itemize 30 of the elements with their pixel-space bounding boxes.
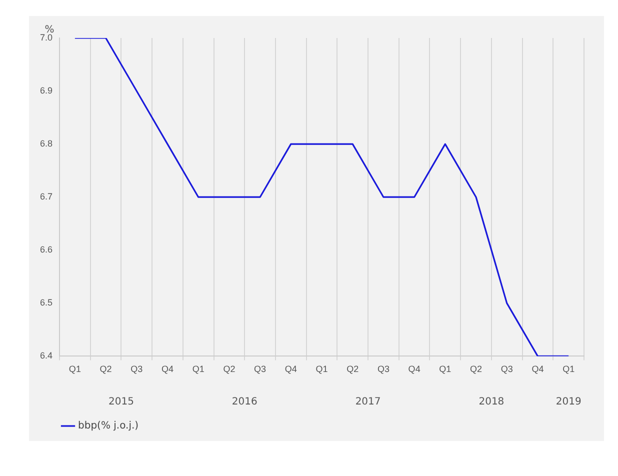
- x-tick-label: Q3: [500, 364, 513, 374]
- x-tick-label: Q1: [439, 364, 452, 374]
- y-tick-label: 6.9: [40, 86, 53, 96]
- y-tick-label: 6.4: [40, 350, 53, 361]
- text: 2017: [355, 396, 381, 408]
- text: 2019: [556, 396, 582, 408]
- text: 2015: [108, 396, 134, 408]
- x-tick-label: Q2: [470, 364, 482, 374]
- y-tick-label: 6.8: [40, 138, 53, 149]
- x-tick-label: Q1: [68, 364, 81, 374]
- x-tick-label: Q1: [562, 364, 575, 374]
- y-tick-label: 6.6: [40, 244, 53, 255]
- y-tick-label: 7.0: [40, 32, 53, 42]
- x-tick-label: Q3: [254, 364, 266, 374]
- x-tick-label: Q1: [192, 364, 204, 374]
- x-tick-label: Q4: [284, 364, 297, 374]
- x-tick-label: Q1: [316, 364, 328, 374]
- x-tick-label: Q2: [223, 364, 236, 374]
- x-tick-label: Q4: [161, 364, 174, 374]
- text: 2016: [232, 396, 258, 408]
- x-tick-label: Q2: [346, 364, 359, 374]
- text: 2018: [478, 396, 504, 408]
- x-tick-label: Q2: [100, 364, 112, 374]
- x-tick-label: Q3: [130, 364, 143, 374]
- legend-label: bbp(% j.o.j.): [78, 420, 139, 432]
- y-tick-label: 6.7: [40, 192, 53, 202]
- y-tick-label: 6.5: [40, 298, 53, 308]
- x-tick-label: Q4: [532, 364, 544, 374]
- x-tick-label: Q3: [377, 364, 390, 374]
- x-tick-label: Q4: [408, 364, 420, 374]
